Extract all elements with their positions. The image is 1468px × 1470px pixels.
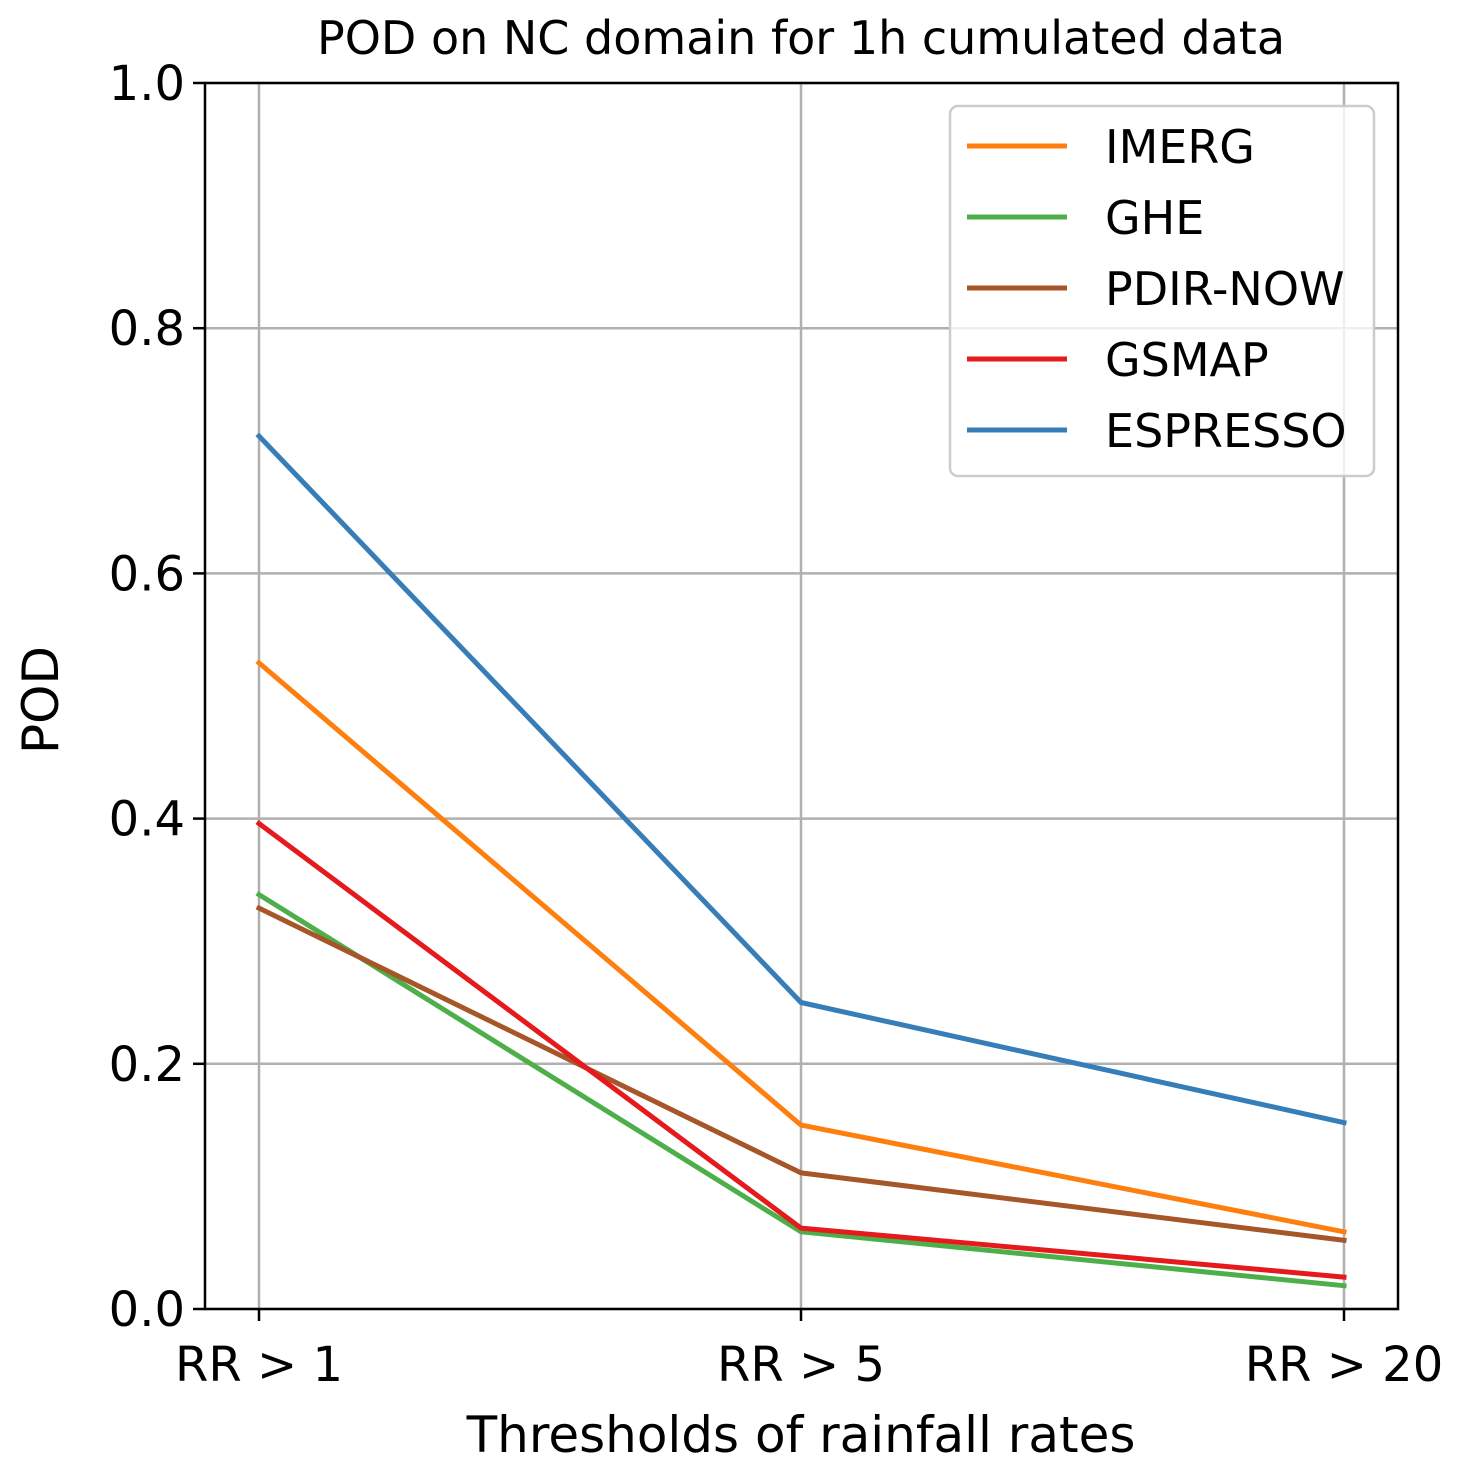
y-tick-label: 0.4	[109, 792, 185, 848]
y-tick-label: 0.8	[109, 301, 185, 357]
chart-title: POD on NC domain for 1h cumulated data	[317, 11, 1285, 65]
y-tick-label: 0.0	[109, 1282, 185, 1338]
x-axis-label: Thresholds of rainfall rates	[466, 1406, 1136, 1464]
legend-label-gsmap: GSMAP	[1105, 333, 1269, 387]
x-axis: RR > 1 RR > 5 RR > 20	[175, 1309, 1443, 1393]
legend-box	[948, 104, 1376, 478]
legend: IMERG GHE PDIR-NOW GSMAP ESPRESSO	[948, 104, 1376, 478]
y-tick-label: 1.0	[109, 56, 185, 112]
series-lines	[255, 432, 1347, 1289]
x-tick-label: RR > 20	[1245, 1337, 1444, 1393]
legend-label-pdir-now: PDIR-NOW	[1105, 262, 1345, 316]
y-tick-label: 0.2	[109, 1037, 185, 1093]
x-tick-label: RR > 1	[175, 1337, 343, 1393]
y-tick-label: 0.6	[109, 546, 185, 602]
x-tick-label: RR > 5	[717, 1337, 885, 1393]
y-axis: 0.0 0.2 0.4 0.6 0.8 1.0	[109, 56, 205, 1338]
legend-label-espresso: ESPRESSO	[1105, 404, 1347, 458]
legend-label-ghe: GHE	[1105, 191, 1204, 245]
y-axis-label: POD	[12, 646, 70, 754]
legend-label-imerg: IMERG	[1105, 120, 1255, 174]
